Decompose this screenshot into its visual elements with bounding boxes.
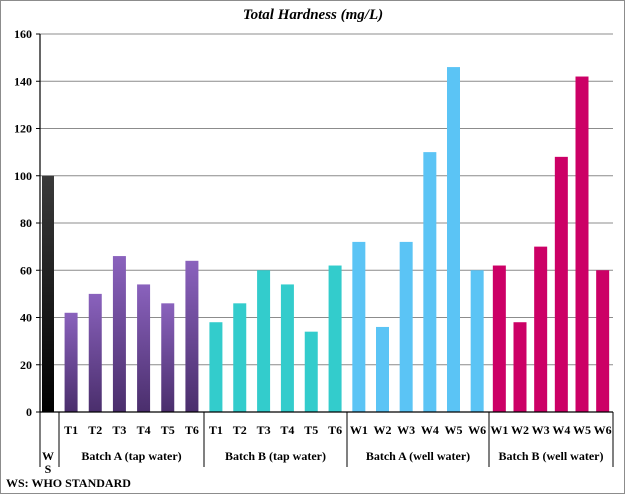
x-tick-label: T4 xyxy=(137,423,151,437)
series-0 xyxy=(42,175,54,412)
x-tick-label: T4 xyxy=(280,423,294,437)
x-tick-label: T6 xyxy=(185,423,199,437)
bar-batch-a-tap-water--t4 xyxy=(137,284,151,412)
bar-batch-a-well-water--w3 xyxy=(399,241,413,412)
group-label: Batch A (tap water) xyxy=(81,449,181,463)
bar-batch-a-well-water--w4 xyxy=(423,152,437,412)
series-2 xyxy=(209,265,342,412)
bar-batch-a-well-water--w2 xyxy=(376,326,389,412)
bar-batch-b-tap-water--t5 xyxy=(304,331,318,412)
footnote: WS: WHO STANDARD xyxy=(6,476,131,490)
x-tick-label: T3 xyxy=(112,423,126,437)
bar-batch-b-well-water--w2 xyxy=(513,322,527,412)
axes xyxy=(39,34,614,467)
bar-batch-a-well-water--w1 xyxy=(352,241,366,412)
x-tick-label: W1 xyxy=(490,423,508,437)
ws-label: W xyxy=(42,449,54,463)
bar-batch-b-well-water--w4 xyxy=(554,156,568,412)
bar-batch-a-tap-water--t1 xyxy=(64,312,78,412)
x-tick-label: W6 xyxy=(594,423,612,437)
bar-batch-b-well-water--w5 xyxy=(575,76,589,413)
x-tick-label: T5 xyxy=(161,423,175,437)
bar-batch-b-tap-water--t6 xyxy=(328,265,342,412)
y-tick-label: 100 xyxy=(14,169,32,183)
y-axis-ticks: 0 20 40 60 80 100 120 140 160 xyxy=(14,27,40,419)
y-tick-label: 120 xyxy=(14,122,32,136)
ws-label: S xyxy=(45,462,52,476)
x-tick-label: W3 xyxy=(532,423,550,437)
bar-batch-b-well-water--w6 xyxy=(596,270,610,412)
bar-batch-b-well-water--w3 xyxy=(534,246,548,412)
series-4 xyxy=(492,76,610,413)
bars xyxy=(42,67,610,413)
bar-batch-a-tap-water--t5 xyxy=(161,303,175,412)
x-tick-label: T2 xyxy=(233,423,247,437)
bar-batch-a-tap-water--t3 xyxy=(112,256,126,412)
bar-batch-b-tap-water--t2 xyxy=(233,303,247,412)
y-tick-label: 80 xyxy=(20,216,32,230)
bar-batch-b-tap-water--t3 xyxy=(257,270,271,412)
x-tick-label: W5 xyxy=(445,423,463,437)
bar-batch-a-tap-water--t6 xyxy=(185,260,199,412)
x-tick-label: W4 xyxy=(552,423,570,437)
y-tick-label: 60 xyxy=(20,263,32,277)
series-1 xyxy=(64,256,199,412)
y-tick-label: 160 xyxy=(14,27,32,41)
x-tick-label: W2 xyxy=(374,423,392,437)
y-tick-label: 0 xyxy=(26,405,32,419)
grid-lines xyxy=(40,33,613,366)
bar-batch-b-well-water--w1 xyxy=(492,265,506,412)
x-tick-label: T6 xyxy=(328,423,342,437)
group-label: Batch B (well water) xyxy=(499,449,604,463)
y-tick-label: 140 xyxy=(14,74,32,88)
chart-title: Total Hardness (mg/L) xyxy=(243,7,383,23)
bar-batch-a-tap-water--t2 xyxy=(88,293,102,412)
y-tick-label: 40 xyxy=(20,311,32,325)
x-tick-label: T5 xyxy=(304,423,318,437)
x-tick-label: T3 xyxy=(257,423,271,437)
x-tick-label: W4 xyxy=(421,423,439,437)
x-tick-label: W6 xyxy=(468,423,486,437)
x-tick-label: W3 xyxy=(397,423,415,437)
group-label: Batch B (tap water) xyxy=(225,449,326,463)
x-tick-label: T2 xyxy=(88,423,102,437)
x-tick-label: T1 xyxy=(209,423,223,437)
x-tick-label: W2 xyxy=(511,423,529,437)
x-tick-label: W1 xyxy=(350,423,368,437)
series-3 xyxy=(352,67,484,412)
bar-ws-ws xyxy=(42,175,54,412)
x-tick-label: T1 xyxy=(64,423,78,437)
bar-batch-a-well-water--w5 xyxy=(447,67,460,412)
bar-batch-b-tap-water--t4 xyxy=(280,284,294,412)
group-label: Batch A (well water) xyxy=(366,449,470,463)
y-tick-label: 20 xyxy=(20,358,32,372)
bar-batch-a-well-water--w6 xyxy=(470,270,484,412)
bar-batch-b-tap-water--t1 xyxy=(209,322,223,412)
x-tick-label: W5 xyxy=(573,423,591,437)
